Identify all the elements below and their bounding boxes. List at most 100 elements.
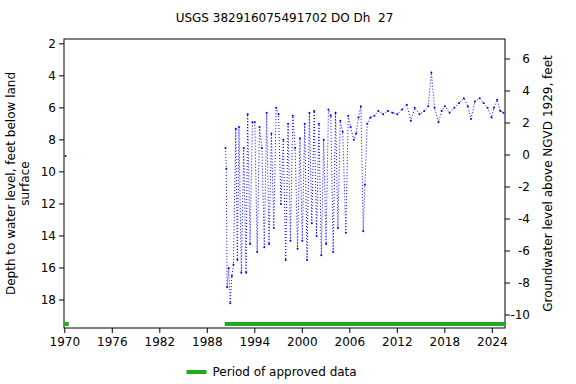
x-tick-label: 1970	[50, 335, 81, 349]
series-marker	[345, 232, 347, 234]
x-tick-label: 2024	[477, 335, 508, 349]
series-marker	[297, 248, 299, 250]
series-marker	[335, 112, 337, 114]
series-marker	[282, 139, 284, 141]
series-marker	[449, 112, 451, 114]
series-marker	[463, 97, 465, 99]
series-marker	[225, 147, 227, 149]
y-tick-label: 12	[41, 197, 56, 211]
series-marker	[273, 227, 275, 229]
y2-tick	[505, 91, 510, 92]
y2-tick-label: -2	[518, 180, 530, 194]
series-marker	[292, 115, 294, 117]
series-marker	[263, 246, 265, 248]
y-tick-label: 10	[41, 165, 56, 179]
x-tick-label: 1994	[240, 335, 271, 349]
title: USGS 382916075491702 DO Dh 27	[176, 11, 394, 25]
series-marker	[254, 121, 256, 123]
y2-tick-label: -8	[518, 276, 530, 290]
series-marker	[423, 110, 425, 112]
y-tick-label: 16	[41, 261, 56, 275]
series-marker	[236, 259, 238, 261]
series-marker	[366, 123, 368, 125]
y-tick	[59, 139, 64, 140]
series-marker	[406, 104, 408, 106]
legend-swatch	[187, 370, 207, 374]
approved-periods	[64, 324, 505, 325]
series-marker	[235, 128, 237, 130]
series-marker	[502, 112, 504, 114]
series-marker	[304, 123, 306, 125]
series-marker	[360, 105, 362, 107]
series-marker	[275, 107, 277, 109]
x-tick-label: 1976	[97, 335, 128, 349]
series-marker	[251, 121, 253, 123]
series-marker	[377, 110, 379, 112]
series-marker	[401, 108, 403, 110]
x-tick-label: 1982	[145, 335, 176, 349]
series-marker	[355, 132, 357, 134]
y-tick	[59, 43, 64, 44]
series-marker	[358, 116, 360, 118]
series-marker	[320, 254, 322, 256]
approved-period	[64, 322, 69, 326]
y2-tick	[505, 315, 510, 316]
series-marker	[396, 113, 398, 115]
y-tick	[59, 75, 64, 76]
x-tick-label: 2006	[335, 335, 366, 349]
series-marker	[232, 264, 234, 266]
x-tick	[349, 328, 350, 333]
series-marker	[369, 116, 371, 118]
series-marker	[491, 116, 493, 118]
series-marker	[493, 107, 495, 109]
series-marker	[280, 203, 282, 205]
series-marker	[243, 147, 245, 149]
series-marker	[453, 107, 455, 109]
y-tick-label: 4	[48, 69, 56, 83]
series-marker	[496, 99, 498, 101]
series-line	[226, 73, 504, 304]
series-marker	[313, 110, 315, 112]
series-marker	[308, 112, 310, 114]
series-marker	[483, 102, 485, 104]
series-marker	[268, 243, 270, 245]
series-marker	[499, 110, 501, 112]
x-tick	[112, 328, 113, 333]
series-marker	[444, 105, 446, 107]
y-axis-label: Depth to water level, feet below land	[4, 72, 18, 295]
series-marker	[228, 267, 230, 269]
series-marker	[231, 275, 233, 277]
series-marker	[458, 102, 460, 104]
y-tick	[59, 203, 64, 204]
x-tick	[492, 328, 493, 333]
y2-tick	[505, 59, 510, 60]
series-marker	[474, 100, 476, 102]
y-axis-label: surface	[18, 161, 32, 205]
series-marker	[353, 139, 355, 141]
x-tick	[207, 328, 208, 333]
y-tick-label: 8	[48, 133, 56, 147]
y2-tick	[505, 123, 510, 124]
y2-tick-label: 2	[522, 116, 530, 130]
series-marker	[240, 272, 242, 274]
series-marker	[467, 105, 469, 107]
x-tick-label: 1988	[192, 335, 223, 349]
y-tick-label: 6	[48, 101, 56, 115]
series-marker	[350, 126, 352, 128]
series-marker	[410, 120, 412, 122]
series-marker	[259, 126, 261, 128]
series-marker	[330, 115, 332, 117]
series-marker	[261, 147, 263, 149]
y-tick-label: 18	[41, 293, 56, 307]
y2-axis-label: Groundwater level above NGVD 1929, feet	[541, 55, 555, 312]
series-marker	[434, 107, 436, 109]
y2-tick-label: 0	[522, 148, 530, 162]
y-tick	[59, 171, 64, 172]
series-marker	[247, 113, 249, 115]
series-marker	[311, 222, 313, 224]
series-marker	[339, 120, 341, 122]
series-marker	[285, 259, 287, 261]
y-tick-label: 2	[48, 37, 56, 51]
y2-tick-label: 6	[522, 52, 530, 66]
x-tick	[64, 328, 65, 333]
